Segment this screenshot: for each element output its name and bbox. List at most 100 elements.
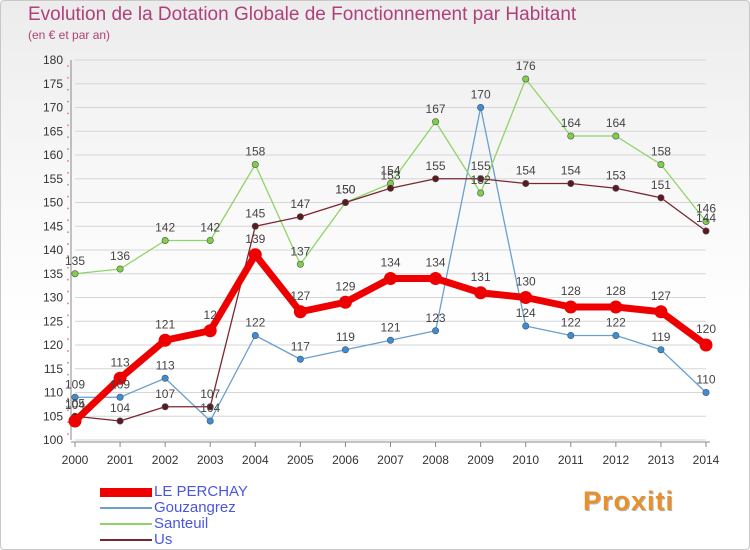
chart-subtitle: (en € et par an)	[28, 28, 111, 42]
legend-label-le-perchay: LE PERCHAY	[154, 483, 248, 500]
point-us-2001	[116, 417, 124, 425]
data-label-santeuil-2001: 136	[110, 249, 130, 263]
point-gouzangrez-2010	[522, 322, 530, 330]
data-label-santeuil-2010: 176	[516, 59, 536, 73]
point-santeuil-2013	[657, 161, 665, 169]
point-santeuil-2014	[702, 218, 710, 226]
y-minor-dot	[67, 373, 69, 376]
point-us-2002	[161, 403, 169, 411]
data-label-gouzangrez-2002: 113	[156, 358, 175, 372]
point-gouzangrez-2004	[251, 331, 259, 339]
data-label-santeuil-2007: 154	[380, 164, 400, 178]
point-us-2008	[432, 175, 440, 183]
legend-label-us: Us	[154, 531, 173, 548]
data-label-santeuil-2008: 167	[426, 102, 446, 116]
point-le-perchay-2002	[158, 333, 172, 347]
series-lines	[68, 75, 713, 428]
data-label-le-perchay-2013: 127	[651, 289, 671, 303]
y-minor-dot	[67, 361, 69, 364]
data-label-santeuil-2000: 135	[65, 254, 85, 268]
data-label-gouzangrez-2004: 122	[245, 316, 265, 330]
point-santeuil-2008	[432, 118, 440, 126]
x-tick-label-2006: 2006	[332, 453, 359, 467]
point-us-2003	[206, 403, 214, 411]
data-label-gouzangrez-2013: 119	[651, 330, 670, 344]
point-santeuil-2012	[612, 132, 620, 140]
x-tick-label-2008: 2008	[422, 453, 449, 467]
y-minor-dot	[67, 326, 69, 329]
proxiti-logo: Proxiti	[583, 486, 675, 516]
point-santeuil-2010	[522, 75, 530, 83]
data-label-us-2009: 155	[471, 159, 491, 173]
y-tick-label-170: 170	[43, 101, 63, 115]
point-us-2013	[657, 194, 665, 202]
y-minor-dot	[67, 278, 69, 281]
data-label-santeuil-2013: 158	[651, 145, 671, 159]
data-label-le-perchay-2010: 130	[516, 275, 536, 289]
y-minor-dot	[67, 255, 69, 257]
x-tick-label-2010: 2010	[512, 453, 539, 467]
x-tick-label-2004: 2004	[242, 453, 269, 467]
point-us-2012	[612, 184, 620, 192]
point-us-2005	[296, 213, 304, 221]
legend-label-santeuil: Santeuil	[154, 515, 209, 532]
point-santeuil-2003	[206, 237, 214, 245]
x-tick-label-2003: 2003	[197, 453, 224, 467]
x-tick-label-2014: 2014	[693, 453, 720, 467]
y-minor-dot	[67, 231, 69, 234]
y-tick-label-100: 100	[43, 433, 63, 447]
data-label-le-perchay-2011: 128	[561, 284, 581, 298]
data-label-le-perchay-2000: 104	[65, 398, 85, 412]
y-minor-dot	[67, 397, 69, 400]
data-label-gouzangrez-2012: 122	[606, 316, 626, 330]
x-tick-label-2000: 2000	[62, 453, 89, 467]
data-label-le-perchay-2002: 121	[155, 317, 175, 331]
point-gouzangrez-2013	[657, 346, 665, 354]
x-tick-label-2007: 2007	[377, 453, 404, 467]
data-label-us-2002: 107	[155, 387, 175, 401]
x-tick-label-2013: 2013	[648, 453, 675, 467]
point-santeuil-2005	[296, 260, 304, 268]
y-minor-dot	[67, 421, 69, 424]
data-label-us-2013: 151	[651, 178, 671, 192]
y-minor-dot	[67, 76, 69, 79]
y-minor-dot	[67, 243, 69, 245]
data-label-gouzangrez-2003: 104	[200, 401, 220, 415]
legend-label-gouzangrez: Gouzangrez	[154, 499, 236, 516]
data-label-le-perchay-2009: 131	[471, 270, 491, 284]
point-gouzangrez-2003	[206, 417, 214, 425]
data-label-santeuil-2011: 164	[561, 116, 581, 130]
y-tick-label-180: 180	[43, 53, 63, 67]
point-gouzangrez-2014	[702, 388, 710, 396]
y-minor-dot	[67, 65, 69, 67]
y-minor-dot	[67, 207, 69, 210]
legend-swatch-gouzangrez	[100, 507, 152, 509]
data-label-santeuil-2002: 142	[155, 221, 175, 235]
data-label-le-perchay-2008: 134	[426, 256, 446, 270]
point-le-perchay-2004	[248, 248, 262, 262]
y-minor-dot	[67, 124, 69, 127]
point-gouzangrez-2007	[386, 336, 394, 344]
data-label-santeuil-2005: 137	[290, 244, 310, 258]
y-tick-label-120: 120	[43, 338, 63, 352]
y-minor-dot	[67, 148, 69, 150]
data-label-gouzangrez-2008: 123	[426, 311, 446, 325]
data-label-le-perchay-2005: 127	[290, 289, 310, 303]
point-le-perchay-2007	[384, 272, 397, 285]
point-le-perchay-2012	[609, 300, 623, 314]
point-le-perchay-2001	[113, 371, 127, 385]
y-tick-label-130: 130	[43, 291, 63, 305]
data-label-us-2005: 147	[290, 197, 310, 211]
data-label-gouzangrez-2005: 117	[291, 339, 310, 353]
data-label-santeuil-2006: 150	[335, 183, 355, 197]
series-line-us	[74, 178, 707, 422]
point-santeuil-2000	[71, 270, 79, 278]
point-le-perchay-2011	[564, 300, 578, 314]
point-santeuil-2009	[477, 189, 485, 197]
point-le-perchay-2005	[293, 305, 307, 319]
data-label-us-2004: 145	[245, 206, 265, 220]
point-us-2007	[386, 184, 394, 192]
point-le-perchay-2000	[68, 414, 82, 428]
grid-lines	[75, 59, 706, 441]
